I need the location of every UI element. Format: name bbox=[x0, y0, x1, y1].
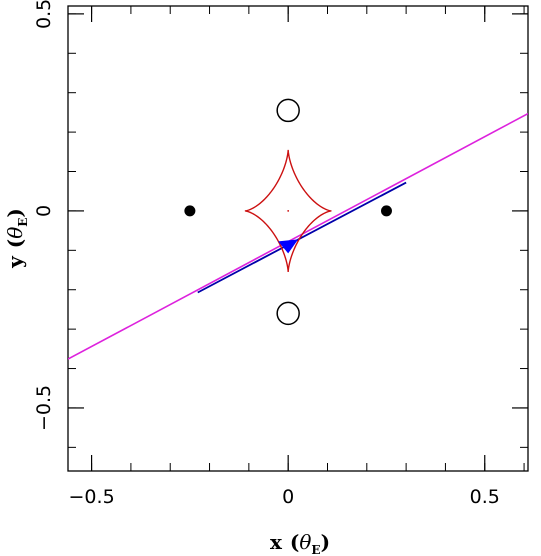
source-trajectory bbox=[68, 112, 528, 360]
image-marker bbox=[276, 301, 300, 326]
y-tick-label: 0.5 bbox=[33, 0, 55, 29]
highlighted-trajectory-segment bbox=[197, 181, 407, 294]
y-axis-label: y(θE) bbox=[3, 208, 30, 269]
lens-marker bbox=[184, 205, 196, 217]
filled-lens-markers bbox=[184, 205, 392, 217]
source-marker bbox=[278, 239, 299, 254]
caustic-center-dot bbox=[287, 210, 290, 212]
x-tick-label: 0.5 bbox=[470, 486, 500, 508]
y-tick-label: −0.5 bbox=[33, 385, 55, 431]
major-ticks bbox=[68, 6, 528, 471]
y-tick-label: 0 bbox=[33, 205, 55, 217]
x-tick-labels: −0.5 0 0.5 bbox=[69, 486, 500, 508]
lens-marker bbox=[380, 205, 392, 217]
plot-frame bbox=[67, 5, 529, 472]
minor-ticks bbox=[68, 6, 528, 471]
y-tick-labels: −0.5 0 0.5 bbox=[33, 0, 55, 431]
caustic-curve bbox=[244, 149, 332, 272]
open-image-markers bbox=[276, 98, 300, 326]
x-axis-label: x (θE) bbox=[270, 530, 330, 556]
image-marker bbox=[276, 98, 300, 123]
x-tick-label: −0.5 bbox=[69, 486, 115, 508]
x-tick-label: 0 bbox=[282, 486, 294, 508]
